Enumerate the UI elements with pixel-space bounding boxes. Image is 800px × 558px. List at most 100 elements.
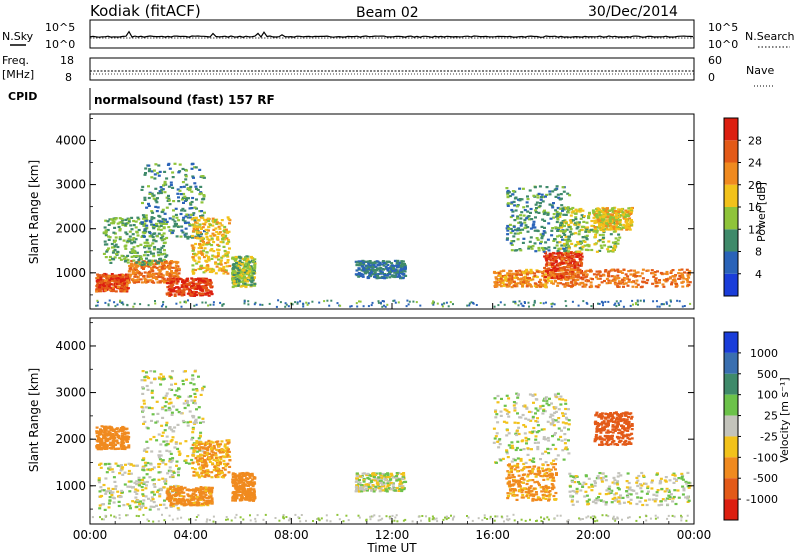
power-cell (612, 242, 615, 244)
power-cell (248, 270, 251, 272)
power-cell (530, 271, 533, 273)
power-cell (247, 277, 250, 279)
power-cell (159, 281, 162, 283)
velocity-cell (143, 403, 146, 405)
power-cell (226, 265, 229, 267)
power-cell (507, 205, 510, 207)
velocity-cell (166, 472, 169, 474)
velocity-cell (201, 418, 204, 420)
power-cell (330, 300, 332, 302)
velocity-cell (189, 395, 192, 397)
power-cell (672, 275, 675, 277)
power-cell (661, 303, 663, 305)
velocity-cell (142, 410, 145, 412)
power-cell (540, 199, 543, 201)
power-cell (152, 255, 155, 257)
power-cell (127, 261, 130, 263)
power-cell (169, 203, 172, 205)
power-cell (606, 278, 609, 280)
velocity-cell (194, 402, 197, 404)
power-cell (551, 204, 554, 206)
power-cell (171, 187, 174, 189)
velocity-cell (187, 425, 190, 427)
velocity-cell (185, 379, 188, 381)
velocity-cell (162, 378, 165, 380)
power-cell (560, 204, 563, 206)
power-cell (228, 265, 231, 267)
power-cell (592, 209, 595, 211)
power-cell (261, 304, 263, 306)
power-cell (503, 285, 506, 287)
power-cell (591, 278, 594, 280)
power-cell (121, 290, 124, 292)
power-cell (542, 233, 545, 235)
power-cell (575, 244, 578, 246)
power-cell (113, 221, 116, 223)
power-cell (633, 270, 636, 272)
power-cell (209, 224, 212, 226)
power-cell (569, 219, 572, 221)
power-cell (582, 236, 585, 238)
power-cell (129, 231, 132, 233)
power-cell (546, 255, 549, 257)
power-cell (505, 187, 508, 189)
power-cell (500, 285, 503, 287)
power-cell (599, 234, 602, 236)
power-cell (170, 281, 173, 283)
power-cell (560, 275, 563, 277)
power-cell (598, 225, 601, 227)
power-cell (160, 229, 163, 231)
velocity-cell (165, 409, 168, 411)
velocity-cell (117, 436, 120, 438)
velocity-cell (141, 393, 144, 395)
velocity-cell (119, 496, 122, 498)
power-cell (502, 270, 505, 272)
power-cell (496, 283, 499, 285)
velocity-cell (142, 499, 145, 501)
power-cell (187, 283, 190, 285)
power-cell (208, 259, 211, 261)
power-cell (134, 303, 136, 305)
power-cell (536, 286, 539, 288)
power-cell (615, 237, 618, 239)
velocity-cell (176, 448, 179, 450)
velocity-cell (110, 427, 113, 429)
power-cell (203, 212, 206, 214)
velocity-cell (205, 490, 208, 492)
power-cell (526, 205, 529, 207)
power-cell (188, 189, 191, 191)
velocity-cell (138, 484, 141, 486)
velocity-cell (177, 424, 180, 426)
power-cell (518, 270, 521, 272)
velocity-cell (109, 496, 112, 498)
power-cell (157, 261, 160, 263)
power-cell (159, 171, 162, 173)
power-cell (521, 285, 524, 287)
power-cell (534, 186, 537, 188)
power-cell (297, 303, 299, 305)
power-cell (552, 267, 555, 269)
velocity-cell (121, 466, 124, 468)
power-cell (145, 258, 148, 260)
date-title: 30/Dec/2014 (588, 4, 678, 20)
power-cell (210, 282, 213, 284)
velocity-cell (144, 462, 147, 464)
power-cell (244, 264, 247, 266)
power-cell (599, 303, 601, 305)
power-cell (567, 250, 570, 252)
power-cell (689, 281, 692, 283)
power-cell (381, 306, 383, 308)
power-cell (506, 237, 509, 239)
power-cell (595, 210, 598, 212)
power-cell (495, 285, 498, 287)
velocity-cell (104, 430, 107, 432)
power-cell (157, 251, 160, 253)
power-cell (180, 236, 183, 238)
velocity-cell (120, 469, 123, 471)
power-cell (550, 230, 553, 232)
power-cell (121, 255, 124, 257)
power-cell (191, 270, 194, 272)
power-cell (385, 306, 387, 308)
power-cell (493, 271, 496, 273)
velocity-cell (178, 499, 181, 501)
